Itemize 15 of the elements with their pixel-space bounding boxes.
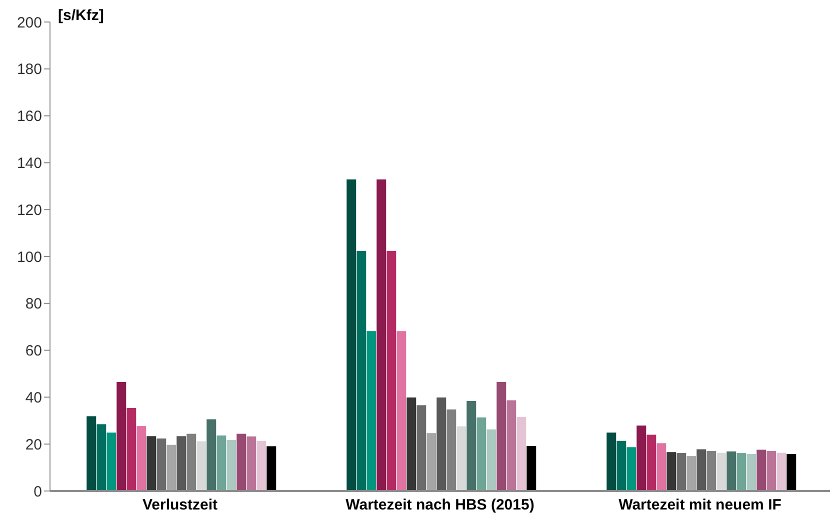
y-tick-label: 100 <box>16 248 42 266</box>
y-tick-label: 20 <box>25 436 42 454</box>
y-tick-label: 120 <box>16 202 42 219</box>
x-tick-label: Wartezeit mit neuem IF <box>618 496 782 514</box>
y-tick-label: 40 <box>25 390 42 407</box>
y-tick-label: 180 <box>16 61 42 78</box>
y-axis-title: [s/Kfz] <box>58 7 104 24</box>
y-tick-label: 160 <box>16 108 42 126</box>
x-tick-label: Verlustzeit <box>142 496 218 514</box>
y-tick-label: 80 <box>25 296 42 313</box>
y-tick-label: 200 <box>16 14 42 32</box>
y-tick-label: 0 <box>34 483 42 500</box>
y-tick-label: 140 <box>16 155 42 172</box>
y-tick-label: 60 <box>25 342 42 360</box>
x-tick-label: Wartezeit nach HBS (2015) <box>346 496 534 514</box>
